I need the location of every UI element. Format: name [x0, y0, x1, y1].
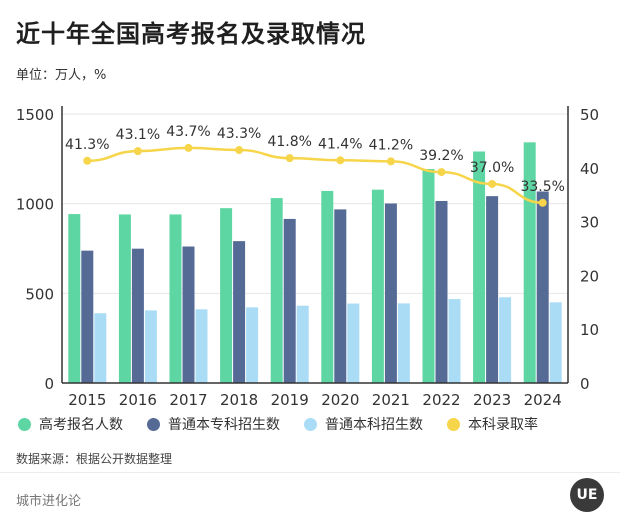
rate-point — [235, 146, 244, 155]
bar-registrants — [270, 198, 283, 383]
left-tick-label: 500 — [25, 285, 54, 303]
legend-item-bachelor: 普通本科招生数 — [304, 414, 423, 434]
x-tick-label: 2024 — [524, 391, 562, 409]
x-tick-label: 2015 — [68, 391, 106, 409]
unit-label: 单位：万人，% — [16, 68, 107, 83]
chart-title: 近十年全国高考报名及录取情况 — [16, 20, 366, 48]
brand-logo: UE — [570, 478, 604, 512]
bar-registrants — [169, 214, 182, 383]
x-tick-label: 2021 — [372, 391, 410, 409]
bar-registrants — [68, 214, 81, 383]
combo-chart: 0 500 1000 1500 0 10 20 30 40 50 2015 2016 2017 2018 2… — [16, 106, 599, 409]
bar-bachelor — [448, 299, 461, 383]
rate-data-label: 43.3% — [217, 126, 261, 142]
bar-bachelor — [499, 297, 512, 383]
bar-undergrad-specialty — [283, 218, 296, 383]
bar-undergrad-specialty — [435, 200, 448, 383]
bar-undergrad-specialty — [131, 248, 144, 383]
footer-divider — [0, 472, 620, 473]
bar-bachelor — [549, 302, 562, 383]
x-tick-label: 2019 — [271, 391, 309, 409]
rate-data-label: 41.8% — [267, 134, 311, 150]
rate-data-label: 43.7% — [166, 124, 210, 140]
rate-data-label: 41.3% — [65, 137, 109, 153]
right-tick-label: 40 — [580, 160, 599, 178]
x-tick-label: 2020 — [321, 391, 359, 409]
x-tick-label: 2016 — [119, 391, 157, 409]
bar-bachelor — [246, 307, 259, 383]
x-tick-label: 2018 — [220, 391, 258, 409]
right-tick-label: 50 — [580, 106, 599, 124]
bar-bachelor — [347, 303, 360, 383]
legend-swatch-undergrad-specialty — [147, 417, 160, 431]
legend-item-undergrad-specialty: 普通本专科招生数 — [147, 414, 280, 434]
left-tick-label: 1000 — [16, 196, 54, 214]
legend-swatch-bachelor — [304, 417, 317, 431]
rate-point — [285, 154, 294, 163]
bar-registrants — [473, 151, 486, 383]
rate-data-label: 41.4% — [318, 136, 362, 152]
bar-registrants — [220, 208, 233, 383]
legend-label-rate: 本科录取率 — [468, 417, 538, 433]
rate-line — [87, 146, 543, 205]
bar-undergrad-specialty — [81, 250, 94, 383]
legend-swatch-registrants — [18, 417, 31, 431]
bar-bachelor — [397, 303, 410, 383]
bar-undergrad-specialty — [384, 203, 397, 383]
bar-registrants — [422, 169, 435, 383]
bar-bachelor — [94, 313, 107, 383]
bar-undergrad-specialty — [536, 191, 549, 383]
legend-item-rate: 本科录取率 — [447, 414, 538, 434]
rate-point — [488, 179, 497, 188]
x-tick-label: 2022 — [422, 391, 460, 409]
right-tick-label: 0 — [580, 375, 590, 393]
bar-bachelor — [296, 305, 309, 383]
rate-point — [437, 168, 446, 177]
rate-data-label: 33.5% — [520, 179, 564, 195]
rate-point — [386, 157, 395, 166]
rate-point — [83, 156, 92, 165]
bar-registrants — [321, 190, 334, 383]
legend: 高考报名人数 普通本专科招生数 普通本科招生数 本科录取率 — [18, 414, 562, 434]
bar-undergrad-specialty — [182, 246, 195, 383]
bar-registrants — [371, 189, 384, 383]
rate-point — [538, 198, 547, 207]
right-tick-label: 30 — [580, 214, 599, 232]
rate-point — [184, 143, 193, 152]
legend-label-registrants: 高考报名人数 — [39, 417, 123, 433]
x-tick-label: 2023 — [473, 391, 511, 409]
bar-undergrad-specialty — [334, 209, 347, 383]
left-tick-label: 0 — [44, 375, 54, 393]
data-source: 数据来源：根据公开数据整理 — [16, 452, 173, 466]
x-tick-label: 2017 — [169, 391, 207, 409]
rate-point — [336, 156, 345, 165]
rate-point — [133, 147, 142, 156]
bar-undergrad-specialty — [486, 196, 499, 383]
rate-data-label: 41.2% — [369, 137, 413, 153]
bar-undergrad-specialty — [233, 241, 246, 383]
legend-item-registrants: 高考报名人数 — [18, 414, 123, 434]
right-tick-label: 20 — [580, 267, 599, 285]
legend-label-bachelor: 普通本科招生数 — [325, 417, 423, 433]
bar-bachelor — [144, 310, 157, 383]
right-tick-label: 10 — [580, 321, 599, 339]
left-tick-label: 1500 — [16, 106, 54, 124]
bar-bachelor — [195, 309, 208, 383]
legend-label-undergrad-specialty: 普通本专科招生数 — [168, 417, 280, 433]
brand-name: 城市进化论 — [16, 494, 82, 509]
bar-registrants — [118, 214, 131, 383]
rate-data-label: 43.1% — [116, 127, 160, 143]
rate-data-label: 39.2% — [419, 148, 463, 164]
rate-data-label: 37.0% — [470, 160, 514, 176]
legend-swatch-rate — [447, 417, 460, 431]
